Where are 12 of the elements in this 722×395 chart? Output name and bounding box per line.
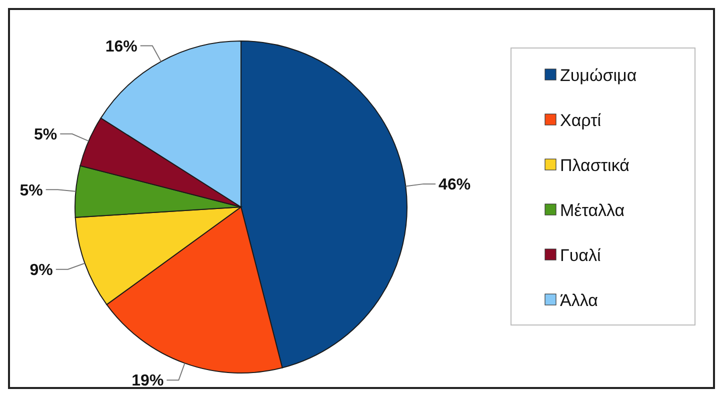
legend-label: Γυαλί: [560, 246, 601, 265]
data-label: 9%: [30, 262, 53, 279]
legend-label: Ζυμώσιμα: [560, 66, 637, 85]
legend-label: Χαρτί: [560, 110, 602, 130]
data-label: 19%: [132, 372, 164, 390]
data-label: 5%: [20, 182, 43, 200]
legend-label: Άλλα: [560, 290, 598, 310]
legend-label: Πλαστικά: [560, 156, 630, 175]
data-label: 16%: [105, 38, 138, 56]
legend-label: Μέταλλα: [560, 200, 625, 220]
data-label: 46%: [438, 176, 471, 194]
data-label: 5%: [34, 126, 58, 144]
